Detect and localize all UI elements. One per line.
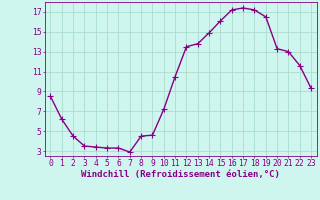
X-axis label: Windchill (Refroidissement éolien,°C): Windchill (Refroidissement éolien,°C) (81, 170, 280, 179)
